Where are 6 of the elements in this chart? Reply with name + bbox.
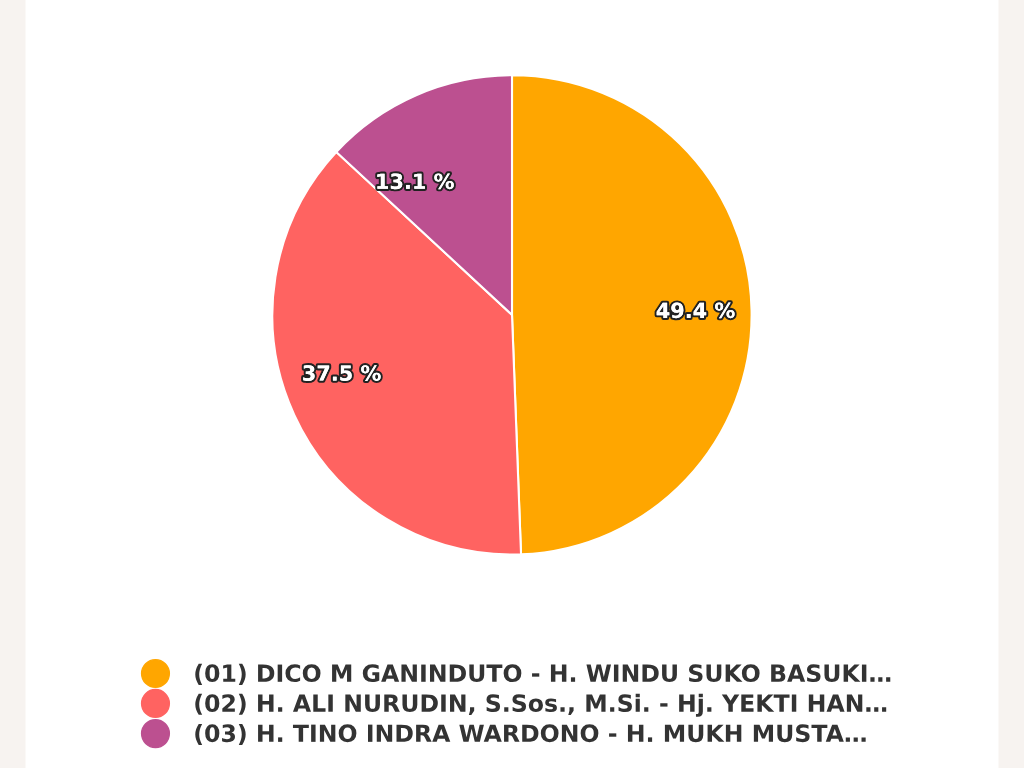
data-label: 37.5 % [303, 365, 381, 381]
legend-label: (03) H. TINO INDRA WARDONO - H. MUKH MUSTA… [195, 723, 866, 745]
legend-label: (01) DICO M GANINDUTO - H. WINDU SUKO BASUKI… [195, 663, 891, 685]
legend-label: (02) H. ALI NURUDIN, S.Sos., M.Si. - Hj. YEKTI HAN… [195, 693, 887, 717]
data-label: 49.4 % [656, 302, 735, 319]
data-label: 13.1 % [377, 173, 454, 190]
